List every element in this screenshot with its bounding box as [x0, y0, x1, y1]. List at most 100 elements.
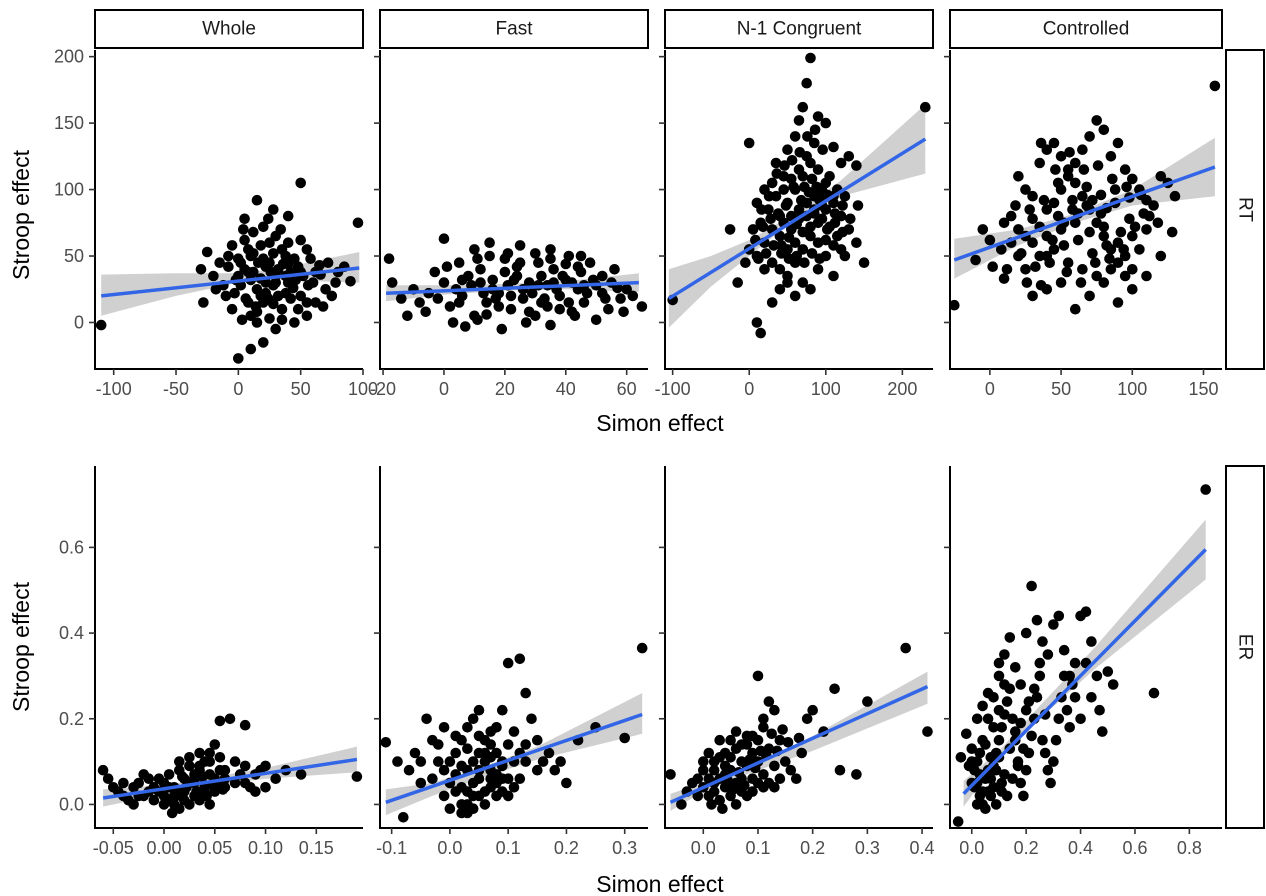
data-point — [143, 773, 155, 784]
data-point — [996, 786, 1007, 797]
data-point — [993, 657, 1005, 669]
x-tick-label: 0.4 — [910, 838, 935, 858]
data-point — [1104, 253, 1115, 264]
data-point — [999, 679, 1010, 690]
data-point — [1034, 657, 1046, 669]
data-point — [302, 280, 314, 291]
data-point — [1081, 181, 1092, 193]
data-point — [1064, 147, 1075, 158]
data-point — [177, 771, 188, 782]
panel-whole-er: -0.05 0.00 0.05 0.10 0.15 0.0 0.2 0.4 0.6 — [59, 466, 363, 858]
data-point — [665, 769, 676, 780]
data-point — [730, 726, 742, 737]
data-point — [415, 777, 427, 789]
data-point — [1134, 244, 1145, 255]
data-point — [272, 290, 284, 302]
data-point — [427, 773, 438, 784]
data-point — [260, 760, 271, 772]
x-tick-label: 40 — [556, 379, 576, 399]
data-point — [530, 248, 541, 259]
x-tick-label: 0 — [233, 379, 243, 399]
data-point — [998, 217, 1010, 229]
panel-controlled-er: 0.0 0.2 0.4 0.6 0.8 — [944, 466, 1222, 858]
data-point — [955, 752, 967, 763]
data-point — [1166, 226, 1178, 238]
data-point — [1062, 164, 1074, 175]
data-point — [450, 730, 462, 742]
data-point — [769, 782, 780, 793]
data-point — [1129, 221, 1141, 233]
data-point — [485, 752, 497, 763]
data-point — [1048, 137, 1060, 149]
data-point — [851, 769, 862, 780]
data-point — [1070, 177, 1081, 189]
data-point — [444, 803, 456, 814]
data-point — [264, 237, 275, 248]
data-point — [251, 194, 263, 206]
data-point — [771, 168, 783, 179]
column-strip-label: Controlled — [1043, 19, 1130, 40]
data-point — [301, 310, 313, 322]
panel-controlled-rt: Controlled 0 50 100 150 — [944, 9, 1223, 399]
data-point — [197, 771, 208, 782]
data-point — [820, 117, 832, 129]
data-point — [744, 754, 756, 765]
data-point — [985, 752, 997, 763]
data-point — [421, 713, 432, 725]
data-point — [305, 253, 316, 264]
data-point — [809, 124, 821, 136]
data-point — [95, 319, 107, 331]
data-point — [862, 696, 873, 707]
data-point — [473, 730, 485, 742]
data-point — [1053, 610, 1065, 622]
data-point — [1027, 190, 1038, 202]
data-point — [1124, 213, 1135, 225]
data-point — [429, 266, 441, 278]
data-point — [802, 131, 813, 142]
data-point — [1127, 230, 1138, 242]
data-point — [204, 756, 215, 767]
data-point — [724, 224, 736, 235]
data-point — [1209, 80, 1221, 92]
data-point — [219, 764, 231, 776]
data-point — [561, 777, 572, 789]
data-point — [1141, 270, 1152, 282]
confidence-ribbon — [670, 671, 928, 811]
x-tick-label: 0.0 — [959, 838, 984, 858]
data-point — [778, 184, 789, 195]
data-point — [1062, 257, 1074, 269]
data-point — [1148, 687, 1160, 699]
data-point — [1098, 230, 1110, 242]
row-strip-rt: RT — [1225, 49, 1265, 370]
data-point — [575, 250, 587, 262]
data-point — [1084, 131, 1095, 142]
data-point — [158, 799, 170, 810]
data-point — [759, 264, 770, 275]
x-tick-label: 0.15 — [299, 838, 334, 858]
data-point — [409, 747, 421, 759]
x-tick-label: 100 — [1117, 379, 1147, 399]
row-strip-rt-label: RT — [1235, 197, 1256, 222]
data-point — [255, 240, 267, 251]
data-point — [258, 253, 269, 264]
data-point — [779, 160, 790, 171]
data-point — [514, 653, 526, 665]
data-point — [251, 317, 263, 328]
data-point — [782, 144, 793, 155]
data-point — [730, 799, 742, 810]
data-point — [481, 297, 492, 308]
data-point — [773, 208, 784, 219]
data-point — [441, 261, 453, 273]
data-point — [963, 760, 975, 772]
data-point — [554, 303, 565, 315]
data-point — [420, 306, 432, 318]
data-point — [473, 747, 485, 759]
data-point — [1112, 257, 1124, 269]
data-point — [1061, 704, 1073, 716]
data-point — [971, 799, 983, 810]
data-point — [714, 794, 725, 806]
data-point — [1048, 756, 1059, 767]
data-point — [453, 257, 465, 269]
data-point — [447, 317, 459, 328]
row-strip-er: ER — [1225, 465, 1265, 829]
